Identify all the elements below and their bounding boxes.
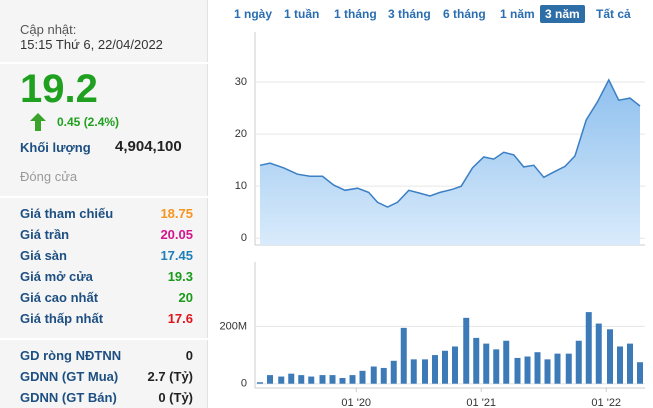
y-tick-label: 200M xyxy=(219,320,247,332)
bar xyxy=(595,323,602,384)
separator xyxy=(0,62,208,64)
separator xyxy=(0,338,208,340)
foreign-label: GDNN (GT Bán) xyxy=(20,390,117,405)
stat-value: 20 xyxy=(178,290,193,305)
range-tab[interactable]: 1 tháng xyxy=(334,7,377,21)
stat-value: 19.3 xyxy=(167,269,193,284)
bar xyxy=(380,367,387,384)
stat-label: Giá thấp nhất xyxy=(20,311,104,326)
status: Đóng cửa xyxy=(20,169,78,184)
line xyxy=(259,78,641,208)
info-panel: Cập nhật: 15:15 Thứ 6, 22/04/2022 19.2 0… xyxy=(0,0,208,408)
bar xyxy=(278,376,285,384)
x-tick-label: 01 '22 xyxy=(591,397,621,408)
bar xyxy=(575,340,582,384)
price-change: 0.45 (2.4%) xyxy=(57,115,120,129)
foreign-label: GD ròng NĐTNN xyxy=(20,348,122,363)
bar xyxy=(637,362,643,384)
stat-label: Giá trần xyxy=(20,227,70,242)
bar xyxy=(339,377,346,384)
bar xyxy=(288,373,295,384)
stat-value: 18.75 xyxy=(160,206,193,221)
y-tick-label: 0 xyxy=(241,378,247,390)
bar xyxy=(359,370,366,384)
bar xyxy=(514,357,521,384)
range-tab[interactable]: 1 năm xyxy=(500,7,535,21)
range-tab[interactable]: 3 năm xyxy=(540,5,585,23)
area xyxy=(260,79,640,246)
bar xyxy=(565,353,572,384)
foreign-value: 0 (Tỷ) xyxy=(158,390,193,405)
range-tab[interactable]: 1 tuần xyxy=(284,7,320,21)
bar xyxy=(267,375,273,384)
volume-value: 4,904,100 xyxy=(115,138,182,155)
bar xyxy=(319,375,326,384)
bar xyxy=(422,359,428,384)
x-tick-label: 01 '20 xyxy=(341,397,371,408)
range-tab[interactable]: 6 tháng xyxy=(443,7,486,21)
bar xyxy=(432,355,438,384)
bar xyxy=(349,375,356,384)
stat-label: Giá sàn xyxy=(20,248,67,263)
bar xyxy=(370,366,377,384)
y-tick-label: 30 xyxy=(235,76,247,88)
bar xyxy=(503,340,510,384)
bar xyxy=(473,337,480,384)
update-label: Cập nhật: xyxy=(20,22,77,37)
volume-label: Khối lượng xyxy=(20,140,91,155)
stat-value: 17.6 xyxy=(167,311,193,326)
bar xyxy=(442,350,448,384)
bar xyxy=(400,327,407,384)
y-tick-label: 20 xyxy=(235,128,247,140)
up-arrow xyxy=(30,113,46,131)
bar xyxy=(524,356,531,384)
stat-value: 17.45 xyxy=(160,248,193,263)
separator xyxy=(0,196,208,198)
stat-value: 20.05 xyxy=(160,227,193,242)
bar xyxy=(463,317,470,384)
foreign-value: 0 xyxy=(185,348,193,363)
bar xyxy=(617,346,623,384)
bar xyxy=(390,360,397,384)
bar xyxy=(585,312,592,384)
price: 19.2 xyxy=(20,67,98,111)
range-tab[interactable]: 3 tháng xyxy=(388,7,431,21)
stat-label: Giá mở cửa xyxy=(20,269,93,284)
bar xyxy=(544,359,551,384)
bar xyxy=(452,346,458,384)
y-tick-label: 0 xyxy=(241,232,247,244)
bar xyxy=(308,376,315,384)
foreign-value: 2.7 (Tỷ) xyxy=(147,369,193,384)
y-tick-label: 10 xyxy=(235,180,247,192)
bar xyxy=(410,359,417,384)
bar xyxy=(607,329,613,384)
range-tab[interactable]: Tất cả xyxy=(596,7,631,21)
range-tab[interactable]: 1 ngày xyxy=(234,7,273,21)
timestamp: 15:15 Thứ 6, 22/04/2022 xyxy=(20,37,163,52)
bar xyxy=(534,352,541,384)
stat-label: Giá cao nhất xyxy=(20,290,99,305)
stat-label: Giá tham chiếu xyxy=(20,206,114,221)
bar xyxy=(493,349,500,384)
bar xyxy=(554,353,561,384)
bar xyxy=(257,382,263,384)
bar xyxy=(483,343,490,384)
bar xyxy=(627,343,633,384)
foreign-label: GDNN (GT Mua) xyxy=(20,369,119,384)
x-tick-label: 01 '21 xyxy=(466,397,496,408)
bar xyxy=(329,375,336,384)
bar xyxy=(298,375,305,384)
